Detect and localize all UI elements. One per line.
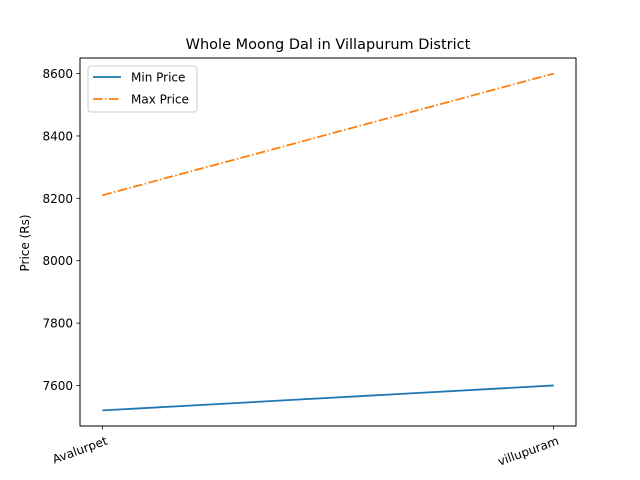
y-tick-label: 8400 <box>42 129 73 143</box>
axes-frame <box>79 57 577 427</box>
series-line-max-price <box>102 72 554 197</box>
y-axis-label: Price (Rs) <box>18 214 32 271</box>
legend: Min Price Max Price <box>87 65 198 113</box>
series-line-min-price <box>102 384 554 412</box>
y-tick-label: 7600 <box>42 379 73 393</box>
legend-label-min-price: Min Price <box>131 71 185 85</box>
y-tick-label: 8600 <box>42 67 73 81</box>
y-tick-label: 7800 <box>42 317 73 331</box>
y-tick-label: 8200 <box>42 192 73 206</box>
chart-title: Whole Moong Dal in Villapurum District <box>186 37 471 53</box>
y-tick-label: 8000 <box>42 254 73 268</box>
legend-label-max-price: Max Price <box>131 93 189 107</box>
